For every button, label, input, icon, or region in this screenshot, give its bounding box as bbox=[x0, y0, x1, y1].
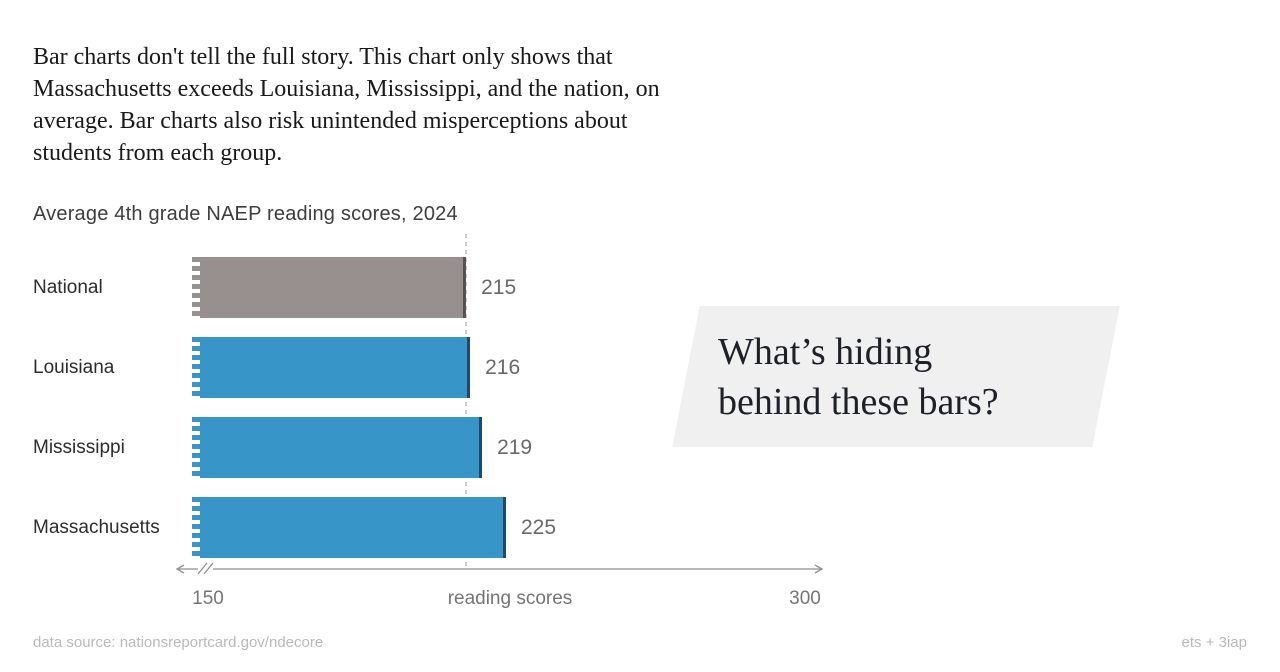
intro-line: average. Bar charts also risk unintended… bbox=[33, 108, 628, 134]
category-label-louisiana: Louisiana bbox=[33, 357, 115, 378]
intro-line: Bar charts don't tell the full story. Th… bbox=[33, 44, 613, 70]
intro-line: students from each group. bbox=[33, 140, 283, 166]
bar-mississippi bbox=[200, 417, 483, 478]
axis-break-slash bbox=[203, 562, 214, 575]
axis-break-comb-edge bbox=[192, 257, 200, 318]
axis-tick-300: 300 bbox=[789, 588, 821, 609]
axis-break-comb-edge bbox=[192, 417, 200, 478]
axis-break-comb-edge bbox=[192, 497, 200, 558]
bar-louisiana bbox=[200, 337, 471, 398]
bar-national bbox=[200, 257, 467, 318]
category-label-massachusetts: Massachusetts bbox=[33, 517, 160, 538]
author-credit: ets + 3iap bbox=[1181, 634, 1247, 651]
axis-right-arrowhead bbox=[814, 564, 824, 574]
callout-line: What’s hiding bbox=[718, 331, 933, 373]
data-source-credit: data source: nationsreportcard.gov/ndeco… bbox=[33, 634, 324, 651]
chart-title: Average 4th grade NAEP reading scores, 2… bbox=[33, 203, 458, 225]
bar-massachusetts bbox=[200, 497, 506, 558]
intro-paragraph: Bar charts don't tell the full story. Th… bbox=[33, 41, 813, 169]
category-label-national: National bbox=[33, 277, 103, 298]
bar-value-national: 215 bbox=[481, 276, 517, 299]
axis-tick-150: 150 bbox=[192, 588, 224, 609]
x-axis bbox=[175, 562, 824, 575]
national-average-reference-line bbox=[465, 234, 468, 568]
axis-left-arrowhead bbox=[175, 564, 185, 574]
bar-value-mississippi: 219 bbox=[497, 436, 533, 459]
callout-line: behind these bars? bbox=[718, 381, 999, 423]
axis-title-reading-scores: reading scores bbox=[447, 588, 573, 609]
axis-break-slash bbox=[197, 562, 208, 575]
axis-break-comb-edge bbox=[192, 337, 200, 398]
bar-value-massachusetts: 225 bbox=[521, 516, 557, 539]
bar-value-louisiana: 216 bbox=[485, 356, 521, 379]
callout-question: What’s hiding behind these bars? bbox=[718, 327, 1118, 427]
intro-line: Massachusetts exceeds Louisiana, Mississ… bbox=[33, 76, 660, 102]
category-label-mississippi: Mississippi bbox=[33, 437, 125, 458]
